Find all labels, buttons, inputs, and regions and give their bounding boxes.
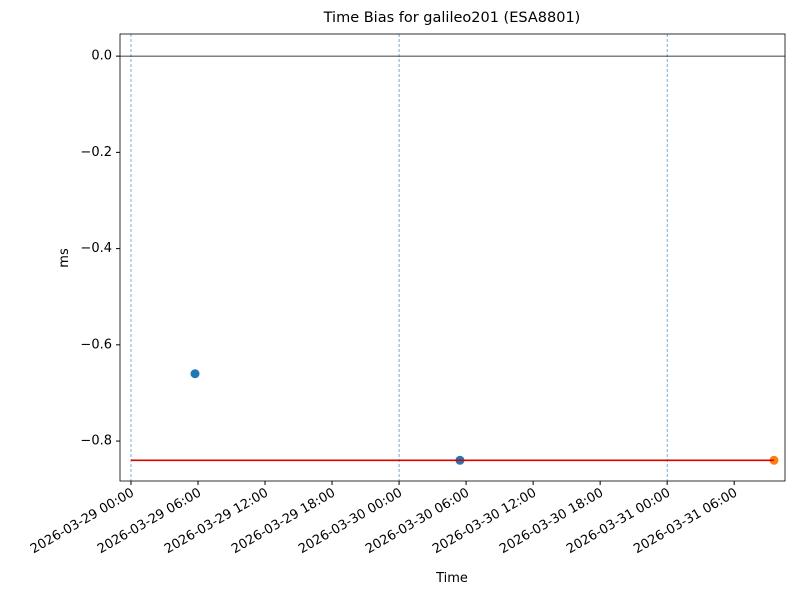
- plot-frame: [119, 33, 786, 482]
- chart-title: Time Bias for galileo201 (ESA8801): [323, 10, 581, 26]
- y-tick-label: −0.8: [80, 434, 112, 449]
- y-tick-label: 0.0: [91, 49, 112, 64]
- point: [190, 369, 200, 379]
- y-tick-label: −0.6: [80, 337, 112, 352]
- y-tick-label: −0.4: [80, 241, 112, 256]
- y-axis-label: ms: [57, 248, 72, 268]
- y-tick-label: −0.2: [80, 145, 112, 160]
- x-axis-label: Time: [435, 571, 468, 586]
